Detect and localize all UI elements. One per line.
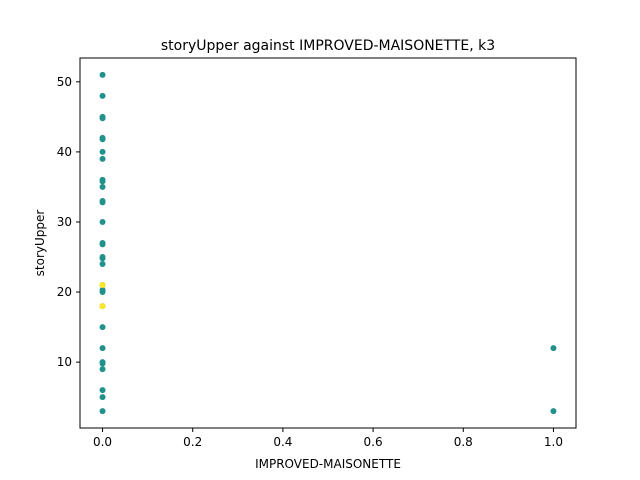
y-tick-label: 40: [57, 145, 72, 159]
data-point: [99, 92, 106, 99]
x-tick-label: 0.8: [454, 435, 473, 449]
y-tick-label: 50: [57, 75, 72, 89]
data-point: [99, 360, 106, 367]
plot-frame: [79, 57, 577, 429]
data-point: [99, 282, 106, 289]
x-tick-label: 0.0: [93, 435, 112, 449]
data-point: [99, 178, 106, 185]
data-point: [99, 115, 106, 122]
data-point: [99, 408, 106, 415]
data-point: [99, 394, 106, 401]
data-point: [99, 324, 106, 331]
chart-title: storyUpper against IMPROVED-MAISONETTE, …: [161, 38, 495, 54]
data-point: [99, 155, 106, 162]
data-point: [99, 345, 106, 352]
x-tick-label: 0.2: [183, 435, 202, 449]
x-axis-label: IMPROVED-MAISONETTE: [255, 457, 401, 471]
x-tick-label: 0.4: [273, 435, 292, 449]
data-point: [550, 345, 557, 352]
y-axis: 10 20 30 40 50: [57, 75, 80, 369]
data-point: [99, 218, 106, 225]
data-point: [99, 261, 106, 268]
data-point: [99, 183, 106, 190]
data-point: [99, 148, 106, 155]
data-point: [99, 366, 106, 373]
x-tick-label: 1.0: [544, 435, 563, 449]
data-point: [99, 303, 106, 310]
points-layer: [99, 71, 557, 415]
data-point: [99, 71, 106, 78]
y-tick-label: 30: [57, 215, 72, 229]
y-axis-label: storyUpper: [33, 210, 47, 277]
data-point: [99, 199, 106, 206]
data-point: [99, 387, 106, 394]
x-tick-label: 0.6: [364, 435, 383, 449]
data-point: [99, 241, 106, 248]
y-tick-label: 20: [57, 285, 72, 299]
data-point: [99, 255, 106, 262]
x-axis: 0.0 0.2 0.4 0.6 0.8 1.0: [93, 428, 563, 449]
data-point: [99, 136, 106, 143]
data-point: [99, 286, 106, 293]
y-tick-label: 10: [57, 355, 72, 369]
data-point: [550, 408, 557, 415]
